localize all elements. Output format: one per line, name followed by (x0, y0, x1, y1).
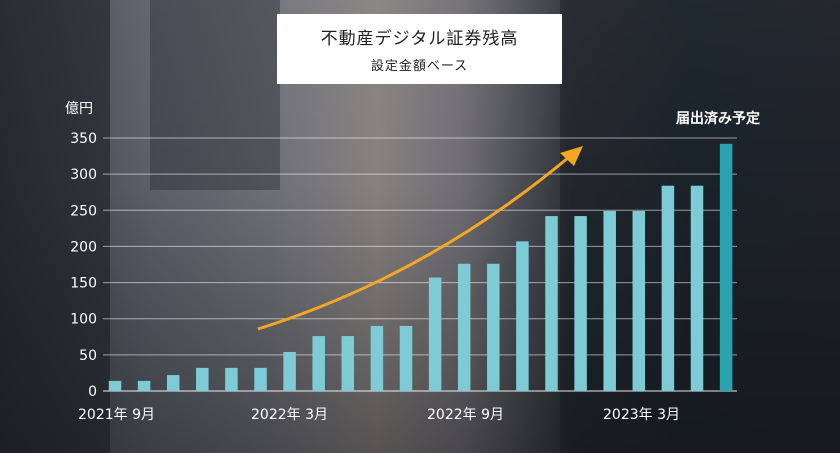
y-tick-label: 350 (70, 131, 97, 147)
bar (516, 241, 529, 391)
bar (661, 185, 675, 391)
bar (487, 263, 500, 391)
bar (690, 185, 704, 391)
chart-subtitle: 設定金額ベース (370, 59, 469, 74)
bar (225, 367, 238, 391)
bar (545, 216, 558, 391)
building-center (150, 0, 280, 190)
y-tick-label: 150 (70, 276, 97, 292)
bar (603, 211, 616, 391)
growth-arrow (257, 146, 583, 331)
bar (428, 277, 442, 391)
x-tick-label: 2022年 9月 (427, 407, 504, 423)
bar (574, 216, 587, 391)
y-axis-label: 億円 (65, 101, 93, 117)
bar (399, 325, 413, 391)
x-tick-labels: 2021年 9月 2022年 3月 2022年 9月 2023年 3月 (78, 407, 680, 423)
building-left (0, 0, 110, 453)
x-tick-label: 2022年 3月 (251, 407, 328, 423)
y-tick-label: 50 (79, 348, 97, 364)
x-tick-label: 2023年 3月 (603, 407, 680, 423)
y-tick-label: 200 (70, 239, 97, 255)
chart-title: 不動産デジタル証券残高 (320, 29, 519, 49)
bar (283, 351, 296, 391)
bar (457, 263, 471, 391)
bar (196, 367, 209, 391)
bar (632, 211, 646, 391)
bar (312, 336, 325, 391)
bar (137, 380, 151, 391)
bar (719, 143, 733, 391)
y-tick-label: 100 (70, 312, 97, 328)
y-tick-labels: 0 50 100 150 200 250 300 350 (70, 131, 97, 400)
bar (254, 367, 267, 391)
y-tick-label: 250 (70, 203, 97, 219)
bars (108, 143, 733, 391)
chart-title-box: 不動産デジタル証券残高 設定金額ベース (277, 14, 562, 84)
bar (370, 325, 384, 391)
highlight-bar-label: 届出済み予定 (676, 110, 760, 127)
bar (108, 380, 122, 391)
bar (166, 375, 180, 391)
x-tick-label: 2021年 9月 (78, 407, 155, 423)
bar (341, 336, 355, 391)
y-tick-label: 300 (70, 167, 97, 183)
gridlines (103, 137, 737, 392)
y-tick-label: 0 (88, 384, 97, 400)
